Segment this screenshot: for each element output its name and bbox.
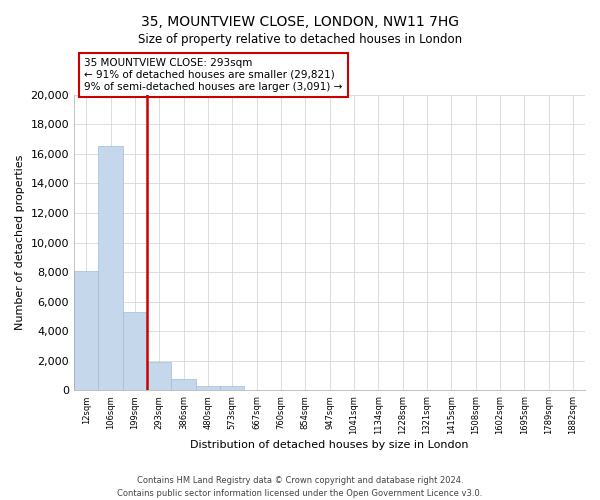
Text: Size of property relative to detached houses in London: Size of property relative to detached ho…	[138, 32, 462, 46]
Bar	[74, 270, 98, 390]
Bar	[123, 312, 147, 390]
Bar	[220, 386, 244, 390]
Bar	[98, 146, 123, 390]
Bar	[172, 378, 196, 390]
Text: 35 MOUNTVIEW CLOSE: 293sqm
← 91% of detached houses are smaller (29,821)
9% of s: 35 MOUNTVIEW CLOSE: 293sqm ← 91% of deta…	[84, 58, 343, 92]
Bar	[196, 386, 220, 390]
Bar	[147, 362, 172, 390]
Text: 35, MOUNTVIEW CLOSE, LONDON, NW11 7HG: 35, MOUNTVIEW CLOSE, LONDON, NW11 7HG	[141, 15, 459, 29]
X-axis label: Distribution of detached houses by size in London: Distribution of detached houses by size …	[190, 440, 469, 450]
Text: Contains HM Land Registry data © Crown copyright and database right 2024.
Contai: Contains HM Land Registry data © Crown c…	[118, 476, 482, 498]
Y-axis label: Number of detached properties: Number of detached properties	[15, 155, 25, 330]
